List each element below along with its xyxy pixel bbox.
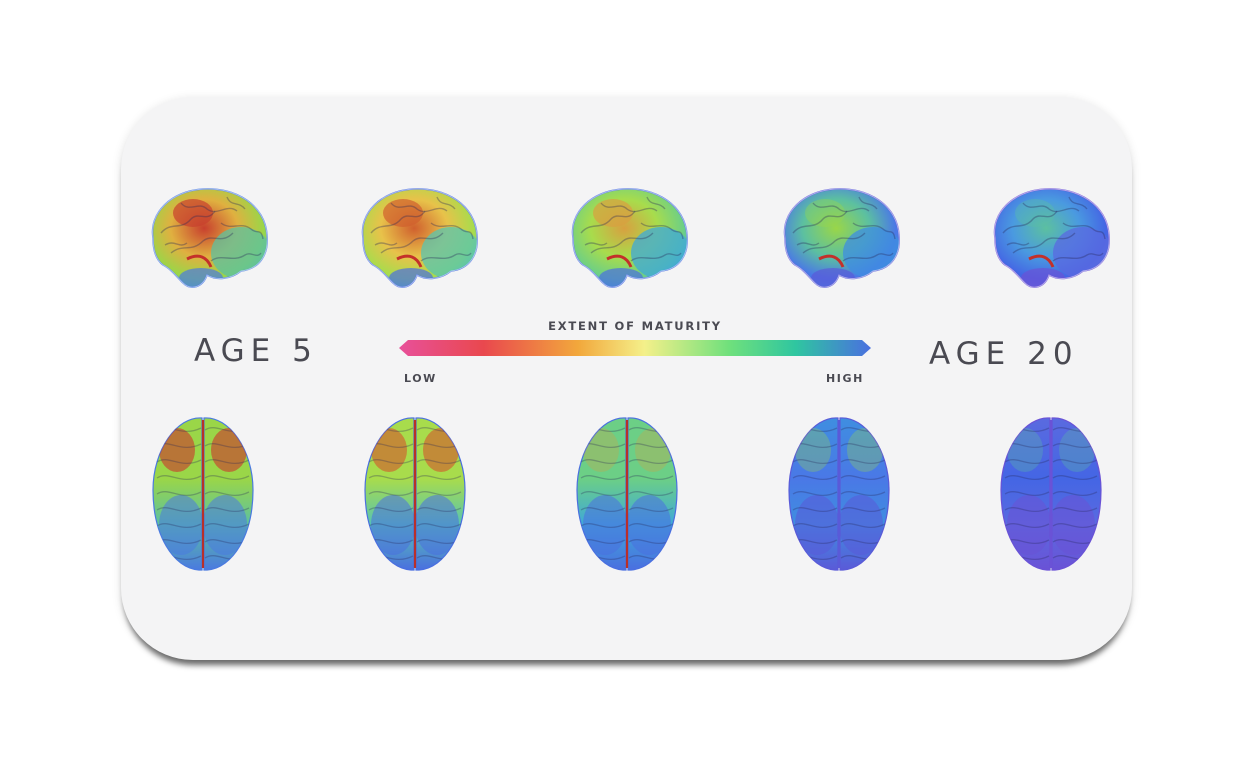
brain-top-svg bbox=[576, 417, 678, 571]
brain-top-view-1 bbox=[147, 410, 259, 576]
maturity-figure-card: AGE 5 AGE 20 EXTENT OF MATURITY LOW HIGH bbox=[121, 97, 1132, 660]
brain-side-svg bbox=[783, 188, 900, 288]
brain-top-view-3 bbox=[571, 410, 683, 576]
brain-side-view-2 bbox=[351, 183, 481, 295]
brain-side-svg bbox=[571, 188, 688, 288]
age-start-label: AGE 5 bbox=[194, 333, 318, 369]
brain-top-view-4 bbox=[783, 410, 895, 576]
brain-top-view-5 bbox=[995, 410, 1107, 576]
brain-top-svg bbox=[788, 417, 890, 571]
brain-side-svg bbox=[993, 188, 1110, 288]
brain-top-svg bbox=[364, 417, 466, 571]
scale-title: EXTENT OF MATURITY bbox=[548, 319, 722, 333]
brain-side-view-4 bbox=[773, 183, 903, 295]
brain-side-svg bbox=[151, 188, 268, 288]
scale-low-label: LOW bbox=[404, 372, 437, 385]
brain-top-view-2 bbox=[359, 410, 471, 576]
maturity-color-scale bbox=[399, 340, 871, 356]
brain-side-view-3 bbox=[561, 183, 691, 295]
age-end-label: AGE 20 bbox=[929, 336, 1079, 372]
brain-side-svg bbox=[361, 188, 478, 288]
brain-side-view-5 bbox=[983, 183, 1113, 295]
scale-high-label: HIGH bbox=[826, 372, 864, 385]
brain-top-svg bbox=[152, 417, 254, 571]
brain-top-svg bbox=[1000, 417, 1102, 571]
brain-side-view-1 bbox=[141, 183, 271, 295]
